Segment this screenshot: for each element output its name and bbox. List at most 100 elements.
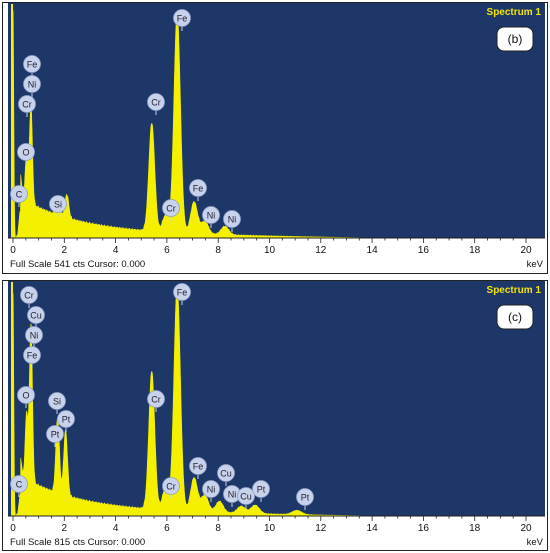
peak-marker-si [49,195,67,213]
x-tick-label: 12 [315,523,327,534]
spectrum-panel-b: Fe Cr Fe Ni Cr O C Si Cr Fe Ni Ni Spectrum 1 (b) 0 2 4 6 8… [2,2,548,274]
x-tick-label: 18 [469,245,481,256]
spectrum-trace [12,288,378,517]
peak-label-o: O [22,391,29,401]
peak-marker-fe [173,9,191,27]
peak-marker-fe [23,346,41,364]
peak-label-c: C [16,190,23,200]
peak-marker-si [48,392,66,410]
panel-label: (c) [508,310,522,324]
peak-label-cr: Cr [151,98,161,108]
peak-marker-c [10,185,28,203]
peak-marker-c [10,475,28,493]
spectrum-chart-b: Fe Cr Fe Ni Cr O C Si Cr Fe Ni Ni Spectrum 1 (b) 0 2 4 6 8… [2,2,548,274]
peak-marker-cr [18,95,36,113]
peak-label-fe: Fe [193,462,204,472]
peak-label-cr: Cr [166,482,176,492]
peak-label-cr: Cr [24,291,34,301]
peak-marker-ni [202,206,220,224]
x-tick-label: 0 [10,245,16,256]
peak-label-fe: Fe [193,184,204,194]
x-tick-label: 16 [418,523,430,534]
x-tick-label: 20 [520,245,532,256]
peak-marker-pt [57,410,75,428]
peak-marker-fe [189,179,207,197]
x-unit-label: keV [527,537,544,548]
peak-label-ni: Ni [228,215,237,225]
peak-marker-cr [162,477,180,495]
peak-marker-fe [23,55,41,73]
x-tick-label: 6 [164,523,170,534]
spectrum-name: Spectrum 1 [487,7,542,18]
spectrum-name: Spectrum 1 [487,285,542,296]
panel-label-box [496,26,534,52]
peak-label-pt: Pt [301,493,310,503]
x-tick-label: 14 [367,245,379,256]
panel-label: (b) [508,32,523,46]
peak-label-pt: Pt [257,485,266,495]
peak-label-ni: Ni [207,485,216,495]
plot-area [8,281,545,516]
peak-label-pt: Pt [62,415,71,425]
peak-marker-cu [237,487,255,505]
x-tick-label: 4 [113,245,119,256]
peak-label-cu: Cu [30,311,42,321]
panel-label-box [496,304,534,330]
peak-label-ni: Ni [228,490,237,500]
peak-marker-cr [162,199,180,217]
x-tick-label: 8 [215,523,221,534]
peak-label-cu: Cu [240,492,252,502]
peak-label-ni: Ni [30,331,39,341]
spectrum-panel-c: Fe Cr Cu Ni Fe O Si Pt Pt Cr C Cr Fe Ni Cu Ni Cu Pt Pt Spec… [2,280,548,551]
full-scale-readout: Full Scale 541 cts Cursor: 0.000 [10,259,145,270]
peak-marker-fe [173,283,191,301]
peak-marker-cr [20,286,38,304]
x-unit-label: keV [527,259,544,270]
spectrum-trace [12,10,378,239]
x-tick-label: 16 [418,245,430,256]
peak-marker-o [17,386,35,404]
x-tick-label: 6 [164,245,170,256]
peak-label-pt: Pt [51,430,60,440]
peak-label-ni: Ni [207,211,216,221]
peak-marker-pt [296,488,314,506]
peak-label-si: Si [53,397,61,407]
peak-label-cu: Cu [220,469,232,479]
peak-marker-ni [223,210,241,228]
x-tick-label: 10 [264,523,276,534]
peak-label-fe: Fe [27,351,38,361]
peak-label-fe: Fe [27,60,38,70]
peak-marker-fe [189,457,207,475]
peak-label-si: Si [54,200,62,210]
plot-area [8,3,545,238]
peak-marker-o [17,143,35,161]
peak-marker-cu [27,306,45,324]
peak-label-ni: Ni [28,80,37,90]
peak-label-fe: Fe [177,288,188,298]
x-tick-label: 8 [215,245,221,256]
peak-marker-cu [217,464,235,482]
peak-marker-ni [202,480,220,498]
x-tick-label: 2 [62,523,68,534]
peak-marker-cr [147,390,165,408]
full-scale-readout: Full Scale 815 cts Cursor: 0.000 [10,537,145,548]
x-tick-label: 4 [113,523,119,534]
x-tick-label: 10 [264,245,276,256]
peak-label-cr: Cr [166,204,176,214]
peak-label-cr: Cr [151,395,161,405]
peak-marker-cr [147,93,165,111]
x-tick-label: 18 [469,523,481,534]
peak-label-fe: Fe [177,14,188,24]
peak-label-c: C [16,480,23,490]
x-tick-label: 14 [367,523,379,534]
x-tick-label: 2 [62,245,68,256]
peak-label-o: O [22,148,29,158]
x-tick-label: 20 [520,523,532,534]
x-tick-label: 0 [10,523,16,534]
peak-marker-pt [252,480,270,498]
x-tick-label: 12 [315,245,327,256]
peak-marker-ni [25,326,43,344]
peak-marker-pt [46,425,64,443]
peak-marker-ni [23,75,41,93]
